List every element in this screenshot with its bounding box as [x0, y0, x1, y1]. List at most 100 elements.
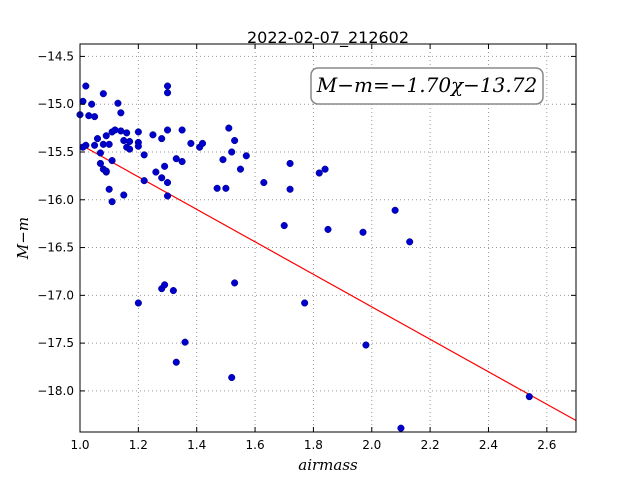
data-point [105, 185, 113, 193]
data-point [169, 287, 177, 295]
data-point [158, 135, 166, 143]
data-point [178, 126, 186, 134]
y-tick-labels: −14.5 −15.0 −15.5 −16.0 −16.5 −17.0 −17.5 −18.0 [37, 49, 74, 397]
data-point [172, 155, 180, 163]
annotation-box [310, 67, 544, 105]
data-point [91, 141, 99, 149]
chart-title: 2022-02-07_212602 [247, 28, 409, 48]
data-point [163, 179, 172, 187]
data-point [158, 174, 166, 182]
data-point [114, 99, 122, 107]
data-point [228, 373, 236, 382]
data-point [260, 179, 268, 187]
data-point [134, 128, 142, 136]
data-point [134, 299, 142, 307]
data-point [126, 145, 134, 153]
data-point [242, 152, 250, 160]
data-point [108, 157, 116, 165]
data-point [126, 137, 134, 146]
data-point [102, 132, 110, 140]
y-tick-label: −16.0 [37, 193, 74, 207]
data-point [91, 113, 99, 121]
data-point [105, 140, 113, 148]
y-tick-label: −16.5 [37, 241, 74, 255]
data-point [96, 149, 104, 157]
data-point [198, 139, 207, 147]
data-point [219, 156, 227, 164]
data-point [102, 167, 110, 175]
annotation-text: M−m=−1.70χ−13.72 [316, 73, 537, 97]
data-point [123, 129, 131, 137]
data-point [161, 162, 169, 170]
data-point [82, 141, 90, 149]
data-point [140, 151, 148, 159]
x-tick-labels: 1.0 1.2 1.4 1.6 1.8 2.0 2.2 2.4 2.6 [70, 438, 556, 452]
data-point [85, 112, 93, 120]
y-axis-label: M−m [14, 217, 32, 260]
data-point [140, 177, 148, 185]
data-point [315, 169, 323, 177]
data-point [324, 225, 332, 233]
data-point [228, 148, 236, 156]
x-tick-label: 2.6 [537, 438, 556, 452]
data-point [134, 142, 142, 150]
data-point [187, 139, 195, 147]
data-point [163, 82, 172, 90]
data-point [163, 192, 172, 200]
data-point [111, 126, 119, 134]
data-point [213, 184, 221, 192]
fit-line [79, 143, 577, 422]
x-tick-label: 1.8 [304, 438, 323, 452]
x-tick-label: 1.4 [187, 438, 206, 452]
data-point [236, 165, 245, 173]
data-point [79, 97, 87, 105]
x-tick-label: 2.0 [362, 438, 381, 452]
data-point [222, 184, 230, 192]
data-point [286, 159, 294, 168]
data-point [172, 358, 180, 366]
data-point [96, 159, 104, 168]
axis-ticks [79, 44, 576, 432]
data-point [117, 109, 125, 117]
data-point [99, 90, 107, 98]
data-point [321, 165, 329, 173]
y-tick-label: −18.0 [37, 384, 74, 398]
data-point [406, 238, 414, 246]
fit-line-layer [79, 143, 577, 422]
data-point [231, 279, 239, 287]
x-axis-label: airmass [298, 456, 358, 474]
data-point [397, 424, 405, 432]
data-point [301, 299, 309, 307]
data-point [231, 136, 239, 145]
x-tick-label: 1.2 [129, 438, 148, 452]
data-point [391, 206, 399, 214]
data-point [286, 185, 294, 193]
data-point [181, 338, 189, 346]
data-point [149, 131, 157, 139]
data-point [225, 124, 233, 132]
x-tick-label: 2.4 [479, 438, 498, 452]
y-tick-label: −14.5 [37, 49, 74, 63]
data-point [93, 135, 102, 143]
plot-frame [79, 43, 577, 433]
data-point [163, 89, 172, 97]
data-point [120, 136, 128, 145]
data-point [280, 222, 288, 230]
data-point [359, 228, 367, 236]
x-tick-label: 1.6 [246, 438, 265, 452]
x-tick-label: 1.0 [70, 438, 89, 452]
y-tick-label: −17.0 [37, 288, 74, 302]
fit-annotation: M−m=−1.70χ−13.72 [310, 67, 544, 105]
y-tick-label: −15.0 [37, 97, 74, 111]
data-point [525, 393, 533, 401]
data-point [82, 82, 90, 90]
data-point [152, 168, 160, 176]
data-point [362, 341, 370, 349]
y-tick-label: −17.5 [37, 336, 74, 350]
data-point [161, 281, 169, 289]
data-point [108, 198, 116, 206]
data-point [88, 100, 96, 108]
y-tick-label: −15.5 [37, 145, 74, 159]
data-point [178, 157, 186, 166]
